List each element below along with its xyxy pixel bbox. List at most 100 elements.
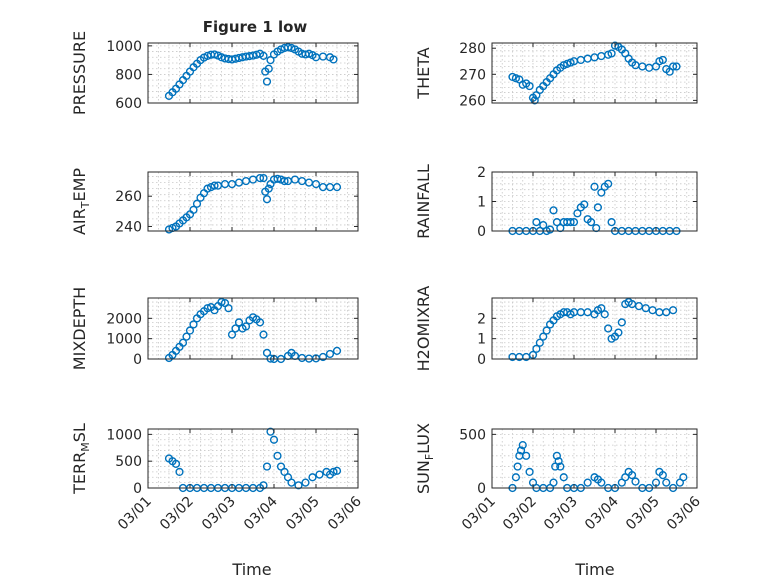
y-axis-label: TERRMSL <box>70 423 92 495</box>
data-point <box>185 326 195 335</box>
data-point <box>569 218 579 227</box>
data-point <box>614 328 623 337</box>
y-tick-label: 260 <box>459 93 486 109</box>
subplot-air-temp: 240 260 AIRTEMP <box>70 168 359 235</box>
data-point <box>255 173 265 183</box>
y-tick-label: 260 <box>115 189 142 205</box>
data-point <box>586 218 596 227</box>
data-point <box>516 446 526 455</box>
subplot-pressure: 600 800 1000 PRESSURE <box>70 31 359 115</box>
y-tick-label: 0 <box>477 481 486 497</box>
data-point <box>280 176 289 186</box>
data-point <box>264 184 273 193</box>
data-point <box>262 348 272 358</box>
data-point <box>511 473 521 482</box>
data-point <box>259 481 268 490</box>
figure-title: Figure 1 low <box>203 18 308 36</box>
axes-box <box>147 42 359 104</box>
data-point <box>668 62 678 71</box>
data-point <box>597 188 606 197</box>
data-point <box>679 473 688 482</box>
data-point <box>668 306 678 315</box>
axes-box <box>491 297 698 360</box>
axes-box <box>147 171 359 232</box>
data-point <box>315 470 324 479</box>
axes-box <box>491 428 698 489</box>
y-tick-label: 1000 <box>106 39 142 55</box>
data-point <box>259 330 268 339</box>
data-point <box>549 206 558 215</box>
data-point <box>593 203 603 212</box>
y-axis-label: MIXDEPTH <box>70 287 89 370</box>
data-point <box>241 322 251 331</box>
data-point <box>308 473 317 482</box>
data-point <box>301 478 310 487</box>
y-tick-label: 1000 <box>106 332 142 348</box>
data-point <box>525 467 534 477</box>
data-point <box>532 218 541 227</box>
data-point <box>513 462 522 471</box>
y-axis-label: SUNFLUX <box>414 423 436 494</box>
y-tick-label: 270 <box>459 67 486 83</box>
data-series <box>508 297 678 362</box>
data-point <box>189 205 198 214</box>
y-tick-label: 0 <box>133 352 142 368</box>
subplot-theta: 260 270 280 THETA <box>414 41 698 109</box>
data-point <box>262 77 272 86</box>
data-point <box>662 478 671 487</box>
y-axis-label: H2OMIXRA <box>414 286 433 372</box>
y-tick-label: 240 <box>115 219 142 235</box>
data-point <box>522 451 531 460</box>
subplot-mixdepth: 0 1000 2000 MIXDEPTH <box>70 287 359 370</box>
data-point <box>171 459 181 468</box>
data-point <box>583 478 592 487</box>
data-point <box>556 462 565 471</box>
data-point <box>631 477 640 486</box>
data-point <box>573 209 582 218</box>
y-tick-label: 0 <box>477 224 486 240</box>
y-tick-label: 2 <box>477 311 486 327</box>
data-point <box>224 304 233 313</box>
data-point <box>210 50 219 59</box>
axes-box <box>147 297 359 360</box>
y-tick-label: 280 <box>459 41 486 57</box>
y-tick-label: 500 <box>115 454 142 470</box>
data-point <box>332 466 342 475</box>
data-point <box>559 473 568 482</box>
data-point <box>178 338 188 347</box>
y-axis-label: RAINFALL <box>414 164 433 239</box>
data-point <box>262 462 272 471</box>
data-point <box>266 56 275 65</box>
data-point <box>532 344 541 353</box>
data-point <box>672 62 681 71</box>
data-point <box>525 81 534 91</box>
y-tick-label: 500 <box>459 427 486 443</box>
data-point <box>607 49 616 58</box>
data-point <box>535 338 544 347</box>
data-point <box>217 297 226 307</box>
data-point <box>234 318 244 327</box>
data-point <box>264 64 273 73</box>
data-point <box>617 318 626 327</box>
data-point <box>590 182 599 191</box>
y-axis-label: THETA <box>414 47 433 99</box>
data-point <box>269 435 279 444</box>
data-point <box>549 478 558 487</box>
x-axis-title-right: Time <box>574 560 614 579</box>
data-point <box>545 225 555 234</box>
y-tick-label: 0 <box>477 352 486 368</box>
data-point <box>658 55 667 65</box>
data-point <box>604 179 613 188</box>
data-point <box>627 471 637 480</box>
data-point <box>552 451 562 460</box>
data-point <box>554 457 563 466</box>
grid-lines <box>491 429 698 489</box>
y-tick-label: 2000 <box>106 311 142 327</box>
data-point <box>329 467 338 477</box>
data-point <box>658 471 667 480</box>
data-point <box>530 96 539 105</box>
data-point <box>539 332 548 341</box>
data-point <box>273 451 282 460</box>
data-point <box>566 218 575 227</box>
data-point <box>329 55 338 64</box>
